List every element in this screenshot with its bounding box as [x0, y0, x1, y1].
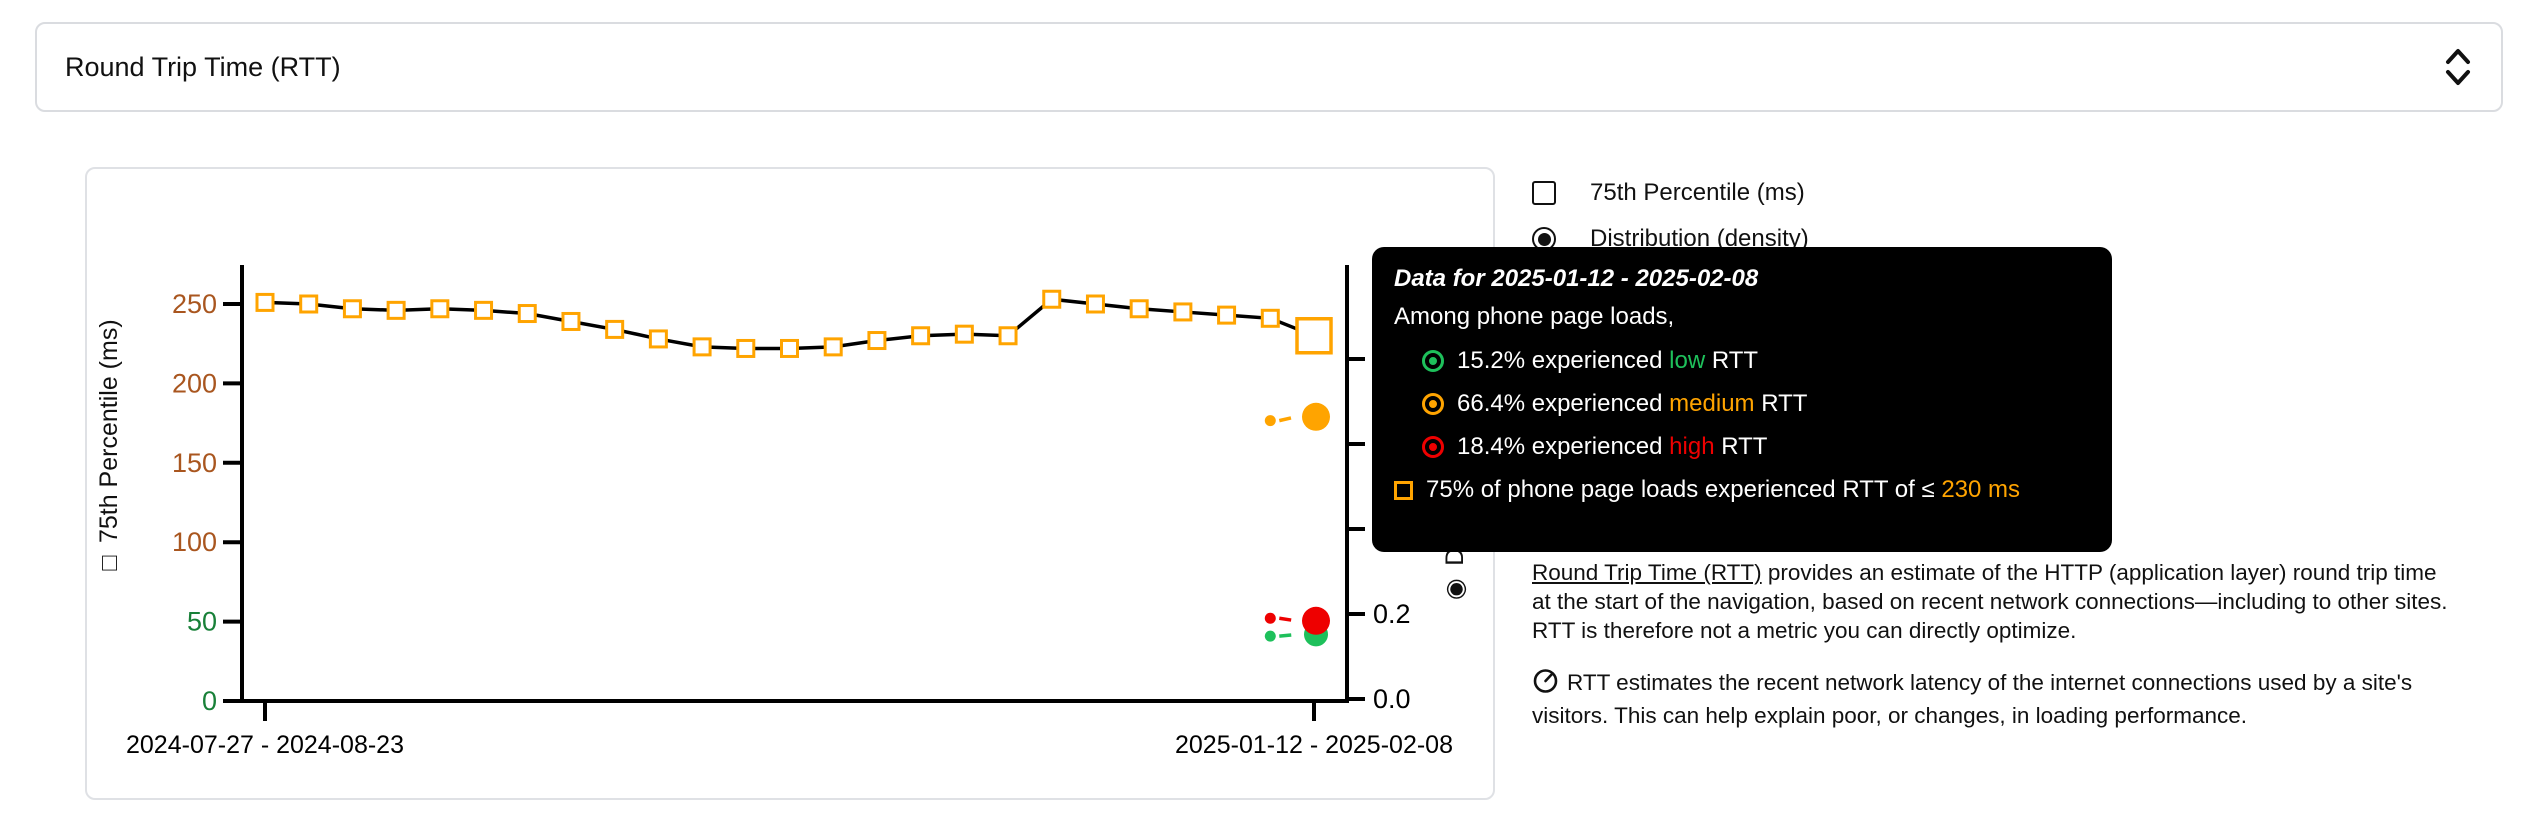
unfold-more-icon [2443, 46, 2473, 88]
checkbox-unchecked-icon[interactable] [1532, 181, 1556, 205]
svg-text:200: 200 [172, 368, 217, 398]
svg-text:□ 75th Percentile (ms): □ 75th Percentile (ms) [95, 319, 123, 570]
description-para-2: RTT estimates the recent network latency… [1532, 667, 2454, 730]
rtt-chart[interactable]: 0501001502002500.00.20.40.60.82024-07-27… [87, 169, 1493, 798]
svg-text:0.2: 0.2 [1373, 599, 1411, 629]
percentile-square-icon [1394, 480, 1413, 500]
description-para-1: Round Trip Time (RTT) provides an estima… [1532, 560, 2448, 643]
svg-text:2025-01-12 - 2025-02-08: 2025-01-12 - 2025-02-08 [1175, 731, 1453, 759]
svg-text:0.0: 0.0 [1373, 684, 1411, 714]
svg-text:2024-07-27 - 2024-08-23: 2024-07-27 - 2024-08-23 [126, 731, 404, 759]
svg-text:50: 50 [187, 607, 217, 637]
chart-tooltip: Data for 2025-01-12 - 2025-02-08 Among p… [1372, 247, 2112, 552]
metric-description: Round Trip Time (RTT) provides an estima… [1532, 558, 2454, 752]
gauge-icon [1532, 667, 1559, 701]
density-dot-icon [1422, 393, 1444, 415]
toggle-75th-percentile[interactable]: 75th Percentile (ms) [1532, 176, 1809, 210]
tooltip-threshold-value: 230 ms [1941, 476, 2021, 503]
tooltip-metric-row: 66.4% experienced medium RTT [1422, 390, 2088, 418]
metric-select[interactable]: Round Trip Time (RTT) [35, 22, 2503, 112]
chart-series-controls: 75th Percentile (ms) Distribution (densi… [1532, 176, 1809, 256]
svg-text:150: 150 [172, 448, 217, 478]
tooltip-title: Data for 2025-01-12 - 2025-02-08 [1394, 265, 1759, 292]
tooltip-metric-row: 18.4% experienced high RTT [1422, 433, 2088, 461]
tooltip-threshold-text: 75% of phone page loads experienced RTT … [1426, 476, 1935, 503]
density-dot-icon [1422, 350, 1444, 372]
svg-text:100: 100 [172, 527, 217, 557]
tooltip-subtitle: Among phone page loads, [1394, 303, 1675, 330]
rtt-docs-link[interactable]: Round Trip Time (RTT) [1532, 560, 1762, 585]
tooltip-threshold-row: 75% of phone page loads experienced RTT … [1394, 476, 2088, 504]
rtt-chart-panel: 0501001502002500.00.20.40.60.82024-07-27… [85, 167, 1495, 800]
tooltip-metric-row: 15.2% experienced low RTT [1422, 347, 2088, 375]
svg-text:250: 250 [172, 289, 217, 319]
density-dot-icon [1422, 436, 1444, 458]
toggle-75th-percentile-label: 75th Percentile (ms) [1590, 179, 1805, 206]
svg-text:0: 0 [202, 686, 217, 716]
metric-select-value: Round Trip Time (RTT) [65, 51, 341, 82]
